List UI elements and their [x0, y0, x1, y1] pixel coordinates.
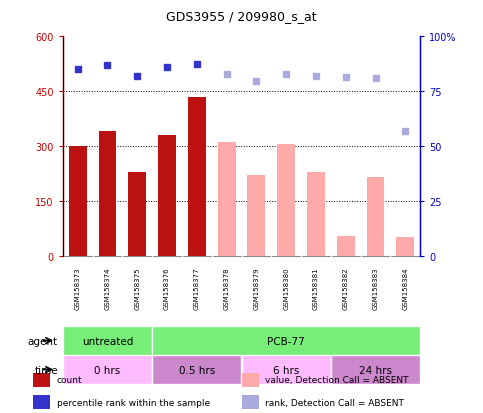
- Bar: [188, 97, 206, 256]
- Bar: [277, 145, 295, 256]
- Bar: [242, 355, 331, 384]
- Bar: [33, 373, 50, 387]
- Text: agent: agent: [28, 336, 58, 346]
- Bar: [397, 238, 414, 256]
- Text: GSM158373: GSM158373: [75, 267, 81, 309]
- Bar: [152, 355, 242, 384]
- Bar: [158, 135, 176, 256]
- Bar: [307, 172, 325, 256]
- Text: GSM158380: GSM158380: [283, 267, 289, 309]
- Bar: [152, 326, 420, 355]
- Bar: [128, 172, 146, 256]
- Bar: [337, 236, 355, 256]
- Text: GSM158381: GSM158381: [313, 267, 319, 309]
- Bar: [63, 326, 152, 355]
- Text: GSM158382: GSM158382: [343, 267, 349, 309]
- Text: rank, Detection Call = ABSENT: rank, Detection Call = ABSENT: [266, 398, 404, 406]
- Text: PCB-77: PCB-77: [267, 336, 305, 346]
- Text: untreated: untreated: [82, 336, 133, 346]
- Text: GSM158379: GSM158379: [254, 267, 259, 309]
- Text: GDS3955 / 209980_s_at: GDS3955 / 209980_s_at: [166, 10, 317, 23]
- Bar: [247, 176, 265, 256]
- Bar: [242, 373, 259, 387]
- Text: time: time: [34, 365, 58, 375]
- Bar: [99, 132, 116, 256]
- Text: GSM158378: GSM158378: [224, 267, 229, 309]
- Bar: [218, 143, 236, 256]
- Text: GSM158375: GSM158375: [134, 267, 140, 309]
- Text: GSM158384: GSM158384: [402, 267, 408, 309]
- Bar: [33, 395, 50, 409]
- Bar: [367, 178, 384, 256]
- Text: 0 hrs: 0 hrs: [94, 365, 121, 375]
- Text: 6 hrs: 6 hrs: [273, 365, 299, 375]
- Text: GSM158376: GSM158376: [164, 267, 170, 309]
- Text: GSM158383: GSM158383: [372, 267, 379, 309]
- Bar: [69, 147, 86, 256]
- Text: 24 hrs: 24 hrs: [359, 365, 392, 375]
- Bar: [242, 395, 259, 409]
- Text: value, Detection Call = ABSENT: value, Detection Call = ABSENT: [266, 375, 409, 384]
- Text: count: count: [57, 375, 83, 384]
- Bar: [331, 355, 420, 384]
- Text: GSM158377: GSM158377: [194, 267, 200, 309]
- Text: percentile rank within the sample: percentile rank within the sample: [57, 398, 210, 406]
- Text: 0.5 hrs: 0.5 hrs: [179, 365, 215, 375]
- Bar: [63, 355, 152, 384]
- Text: GSM158374: GSM158374: [104, 267, 111, 309]
